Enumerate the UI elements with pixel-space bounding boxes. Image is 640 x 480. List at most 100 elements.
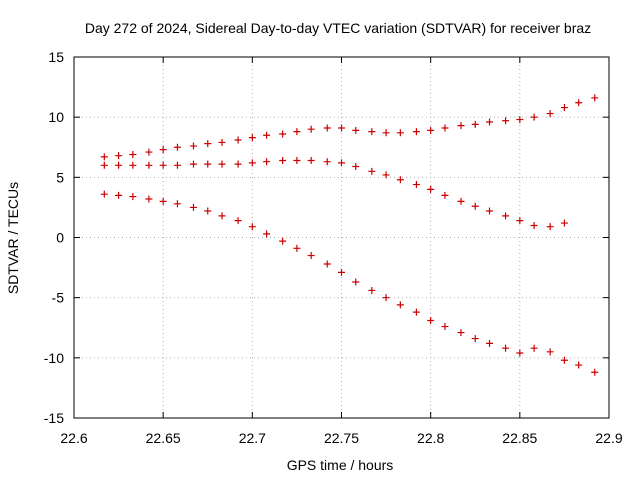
- data-point: [263, 158, 271, 166]
- data-point: [368, 128, 376, 136]
- x-tick-label: 22.75: [324, 430, 359, 446]
- x-tick-label: 22.8: [417, 430, 444, 446]
- tick-labels: 22.6 22.65 22.7 22.75 22.8 22.85 22.9 -15 -10 -5 0…: [44, 49, 623, 446]
- data-point: [293, 128, 301, 136]
- data-point: [382, 294, 390, 302]
- data-point: [338, 124, 345, 132]
- data-point: [560, 104, 568, 112]
- data-point: [323, 260, 331, 268]
- data-point: [516, 217, 524, 225]
- data-point: [471, 202, 479, 210]
- y-tick-label: -15: [44, 410, 64, 426]
- data-point: [530, 344, 538, 352]
- data-point: [516, 116, 524, 124]
- data-point: [396, 129, 404, 137]
- data-point: [560, 219, 568, 227]
- data-point: [189, 142, 197, 150]
- data-point: [457, 122, 465, 130]
- data-point: [204, 207, 212, 215]
- data-point: [457, 329, 465, 337]
- data-point: [546, 223, 554, 231]
- data-point: [471, 335, 479, 343]
- data-point: [368, 286, 376, 294]
- data-point: [100, 153, 108, 161]
- data-point: [338, 268, 345, 276]
- data-point: [173, 161, 181, 169]
- y-tick-label: 15: [48, 49, 64, 65]
- data-point: [248, 223, 256, 231]
- data-point: [189, 203, 197, 211]
- data-point: [159, 161, 167, 169]
- data-point: [234, 217, 242, 225]
- data-point: [502, 344, 510, 352]
- data-point: [516, 349, 524, 357]
- data-point: [427, 317, 435, 325]
- data-point: [546, 110, 554, 118]
- data-point: [427, 185, 435, 193]
- data-point: [546, 348, 554, 356]
- data-point: [457, 197, 465, 205]
- data-point: [218, 138, 226, 146]
- series-track-2: [100, 156, 568, 231]
- data-point: [486, 207, 494, 215]
- data-point: [173, 143, 181, 151]
- data-point: [323, 124, 331, 132]
- data-point: [159, 146, 167, 154]
- data-point: [279, 156, 287, 164]
- data-point: [396, 301, 404, 309]
- data-point: [204, 160, 212, 168]
- data-point: [159, 197, 167, 205]
- y-tick-label: -5: [52, 290, 65, 306]
- data-point: [502, 212, 510, 220]
- data-point: [218, 212, 226, 220]
- data-point: [352, 163, 360, 171]
- series-track-1: [100, 94, 599, 161]
- data-point: [115, 152, 123, 160]
- data-point: [471, 120, 479, 128]
- data-points: [100, 94, 599, 376]
- chart-title: Day 272 of 2024, Sidereal Day-to-day VTE…: [85, 20, 591, 36]
- data-point: [575, 99, 583, 107]
- data-point: [502, 117, 510, 125]
- data-point: [145, 195, 153, 203]
- data-point: [575, 361, 583, 369]
- data-point: [263, 230, 271, 238]
- x-tick-label: 22.6: [60, 430, 87, 446]
- y-tick-label: 5: [56, 169, 64, 185]
- data-point: [129, 193, 137, 201]
- data-point: [441, 323, 449, 331]
- data-point: [307, 125, 315, 133]
- data-point: [307, 252, 315, 260]
- x-tick-label: 22.7: [239, 430, 266, 446]
- x-axis-title: GPS time / hours: [287, 457, 394, 473]
- series-track-3: [100, 190, 599, 376]
- data-point: [382, 129, 390, 137]
- data-point: [115, 191, 123, 199]
- data-point: [218, 160, 226, 168]
- data-point: [412, 181, 420, 189]
- data-point: [204, 140, 212, 148]
- data-point: [248, 159, 256, 167]
- data-point: [145, 161, 153, 169]
- y-axis-title: SDTVAR / TECUs: [5, 182, 21, 294]
- x-tick-label: 22.9: [595, 430, 622, 446]
- data-point: [173, 200, 181, 208]
- data-point: [560, 356, 568, 364]
- data-point: [591, 368, 599, 376]
- data-point: [412, 308, 420, 316]
- y-tick-label: -10: [44, 350, 64, 366]
- data-point: [293, 244, 301, 252]
- data-point: [323, 158, 331, 166]
- data-point: [145, 148, 153, 156]
- ticks: [73, 56, 610, 419]
- data-point: [129, 150, 137, 158]
- data-point: [486, 118, 494, 126]
- data-point: [368, 167, 376, 175]
- data-point: [530, 113, 538, 121]
- x-tick-label: 22.65: [146, 430, 181, 446]
- data-point: [427, 126, 435, 134]
- data-point: [263, 131, 271, 139]
- data-point: [115, 161, 123, 169]
